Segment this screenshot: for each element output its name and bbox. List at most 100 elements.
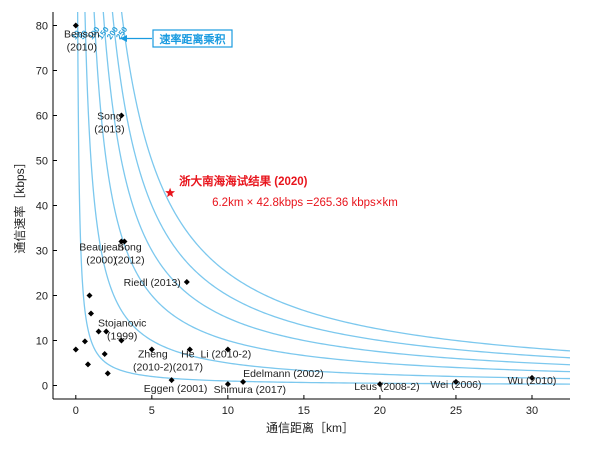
curve-150 xyxy=(102,12,570,366)
point-label-line: Benson xyxy=(64,29,100,41)
point-label-line: (2000) xyxy=(86,255,116,267)
point-label: Zheng (2010-2) xyxy=(133,349,173,374)
data-point xyxy=(101,351,108,357)
point-label-line: Wu (2010) xyxy=(508,375,557,387)
y-tick-label: 0 xyxy=(42,381,48,393)
point-label: Benson (2010) xyxy=(64,29,100,54)
y-tick-label: 70 xyxy=(36,66,48,78)
point-label-line: Edelmann (2002) xyxy=(243,368,324,380)
point-label-line: Beaujean xyxy=(79,242,124,254)
x-ticks: 0 5 10 15 20 25 30 xyxy=(73,395,538,417)
x-tick-label: 5 xyxy=(149,405,155,417)
plot-area xyxy=(53,12,570,399)
point-label-line: (2012) xyxy=(114,255,144,267)
point-label: Wu (2010) xyxy=(508,375,557,387)
y-tick-label: 20 xyxy=(36,291,48,303)
data-point xyxy=(104,370,111,377)
point-label: Song (2013) xyxy=(94,111,124,136)
curve-50 xyxy=(84,12,570,380)
point-label-line: (2017) xyxy=(173,362,203,374)
x-tick-label: 25 xyxy=(450,405,462,417)
y-tick-label: 40 xyxy=(36,201,48,213)
point-label: He (2017) xyxy=(173,349,203,374)
point-label-line: Riedl (2013) xyxy=(124,277,181,289)
point-label: Song (2012) xyxy=(114,242,144,267)
point-label-line: Li (2010-2) xyxy=(200,349,251,361)
highlight-calculation: 6.2km × 42.8kbps =265.36 kbps×km xyxy=(212,197,398,209)
data-point xyxy=(81,338,88,345)
point-label: Edelmann (2002) xyxy=(243,368,324,380)
highlight-star-marker xyxy=(165,187,176,198)
x-tick-label: 10 xyxy=(222,405,234,417)
data-point xyxy=(376,381,383,388)
data-point xyxy=(103,328,110,335)
x-tick-label: 20 xyxy=(374,405,386,417)
point-label: Beaujean (2000) xyxy=(79,242,124,267)
point-label: Li (2010-2) xyxy=(200,349,251,361)
point-label-line: Stojanovic xyxy=(98,318,146,330)
data-point xyxy=(168,377,175,384)
curve-100 xyxy=(93,12,570,373)
data-point xyxy=(88,310,95,317)
point-label: Stojanovic (1999) xyxy=(98,318,146,343)
point-label-line: Zheng xyxy=(138,349,168,361)
y-tick-label: 80 xyxy=(36,21,48,33)
point-labels: Benson (2010)Song (2013)Beaujean (2000)Song… xyxy=(64,29,556,397)
point-label-line: Song xyxy=(97,111,122,123)
x-tick-label: 30 xyxy=(526,405,538,417)
legend-arrow-head-icon xyxy=(120,35,127,42)
point-label-line: He xyxy=(181,349,195,361)
data-point xyxy=(72,346,79,353)
point-label: Leus (2008-2) xyxy=(354,381,419,393)
point-label-line: Wei (2006) xyxy=(430,379,481,391)
y-tick-label: 30 xyxy=(36,246,48,258)
data-point xyxy=(186,346,193,353)
curve-200 xyxy=(111,12,570,359)
x-tick-label: 0 xyxy=(73,405,79,417)
curve-250 xyxy=(120,12,570,352)
highlight-result: 浙大南海海试结果 (2020) 6.2km × 42.8kbps =265.36… xyxy=(165,174,398,209)
data-point xyxy=(183,279,190,285)
point-label-line: (2010-2) xyxy=(133,362,173,374)
data-point xyxy=(121,238,128,245)
y-tick-label: 10 xyxy=(36,336,48,348)
point-label: Riedl (2013) xyxy=(124,277,181,289)
point-label-line: Leus (2008-2) xyxy=(354,381,419,393)
point-label-line: Eggen (2001) xyxy=(144,383,208,395)
data-point xyxy=(72,22,79,29)
data-point xyxy=(86,292,93,299)
y-tick-label: 60 xyxy=(36,111,48,123)
point-label-line: Song xyxy=(117,242,142,254)
data-point xyxy=(528,374,535,381)
data-point xyxy=(452,378,459,385)
point-label-line: (2010) xyxy=(67,42,97,54)
y-ticks: 0 10 20 30 40 50 60 70 80 xyxy=(36,21,57,393)
y-axis-title: 通信速率［kbps］ xyxy=(12,156,27,253)
highlight-title: 浙大南海海试结果 (2020) xyxy=(179,174,308,188)
data-point xyxy=(118,238,125,245)
point-label-line: (1999) xyxy=(107,331,137,343)
legend-box xyxy=(152,29,233,48)
point-label: Eggen (2001) xyxy=(144,383,208,395)
curve-10 xyxy=(76,12,570,385)
curve-legend: 速率距离乘积 xyxy=(120,29,233,48)
data-point xyxy=(118,337,125,344)
data-point xyxy=(148,346,155,353)
data-point xyxy=(240,378,247,385)
data-point xyxy=(84,361,91,368)
x-axis-title: 通信距离［km］ xyxy=(266,420,354,435)
data-point xyxy=(118,112,125,119)
point-label-line: (2013) xyxy=(94,124,124,136)
legend-label: 速率距离乘积 xyxy=(160,32,226,46)
point-label: Wei (2006) xyxy=(430,379,481,391)
x-tick-label: 15 xyxy=(298,405,310,417)
y-tick-label: 50 xyxy=(36,156,48,168)
point-label-line: Shimura (2017) xyxy=(214,384,286,396)
rate-distance-curves xyxy=(76,12,570,385)
data-point xyxy=(224,381,231,388)
data-point xyxy=(224,346,231,353)
point-label: Shimura (2017) xyxy=(214,384,286,396)
data-point xyxy=(95,328,102,335)
data-points xyxy=(72,22,535,388)
